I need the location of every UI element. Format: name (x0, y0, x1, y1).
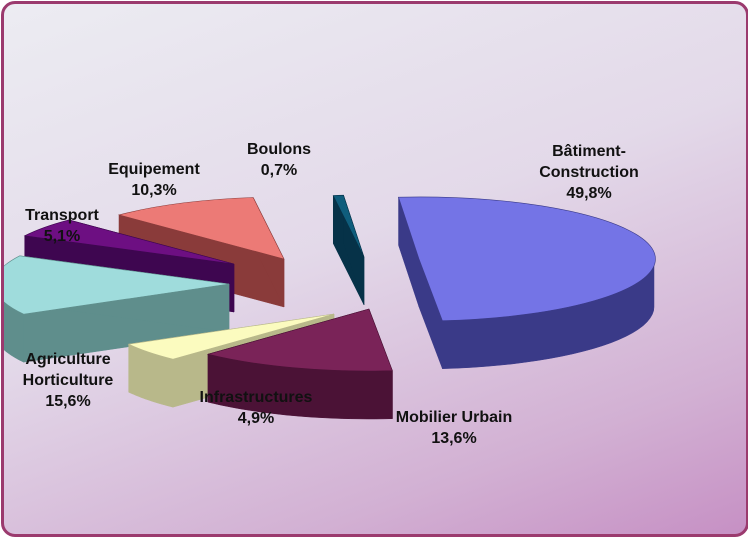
slice-value-label: 15,6% (45, 393, 90, 410)
pie-chart: Bâtiment- Construction 49,8% Mobilier Urbai… (4, 141, 656, 447)
slice-value-label: 4,9% (238, 410, 274, 427)
slice-label: Boulons (247, 141, 311, 158)
slice-value-label: 49,8% (566, 185, 611, 202)
slice-value-label: 10,3% (131, 182, 176, 199)
slice-value-label: 13,6% (431, 430, 476, 447)
slice-label: Equipement (108, 161, 200, 178)
slice-label: Transport (25, 207, 99, 224)
pie-slice (398, 196, 656, 369)
slice-label: Horticulture (23, 372, 114, 389)
pie-slice (4, 255, 230, 363)
slice-label: Agriculture (25, 351, 110, 368)
slice-value-label: 5,1% (44, 228, 80, 245)
pie-slice (332, 194, 365, 306)
slice-label: Infrastructures (200, 389, 313, 406)
slice-label: Construction (539, 164, 639, 181)
pie-slice (206, 308, 393, 420)
slice-label: Bâtiment- (552, 143, 626, 160)
slice-value-label: 0,7% (261, 162, 297, 179)
slice-label: Mobilier Urbain (396, 409, 512, 426)
